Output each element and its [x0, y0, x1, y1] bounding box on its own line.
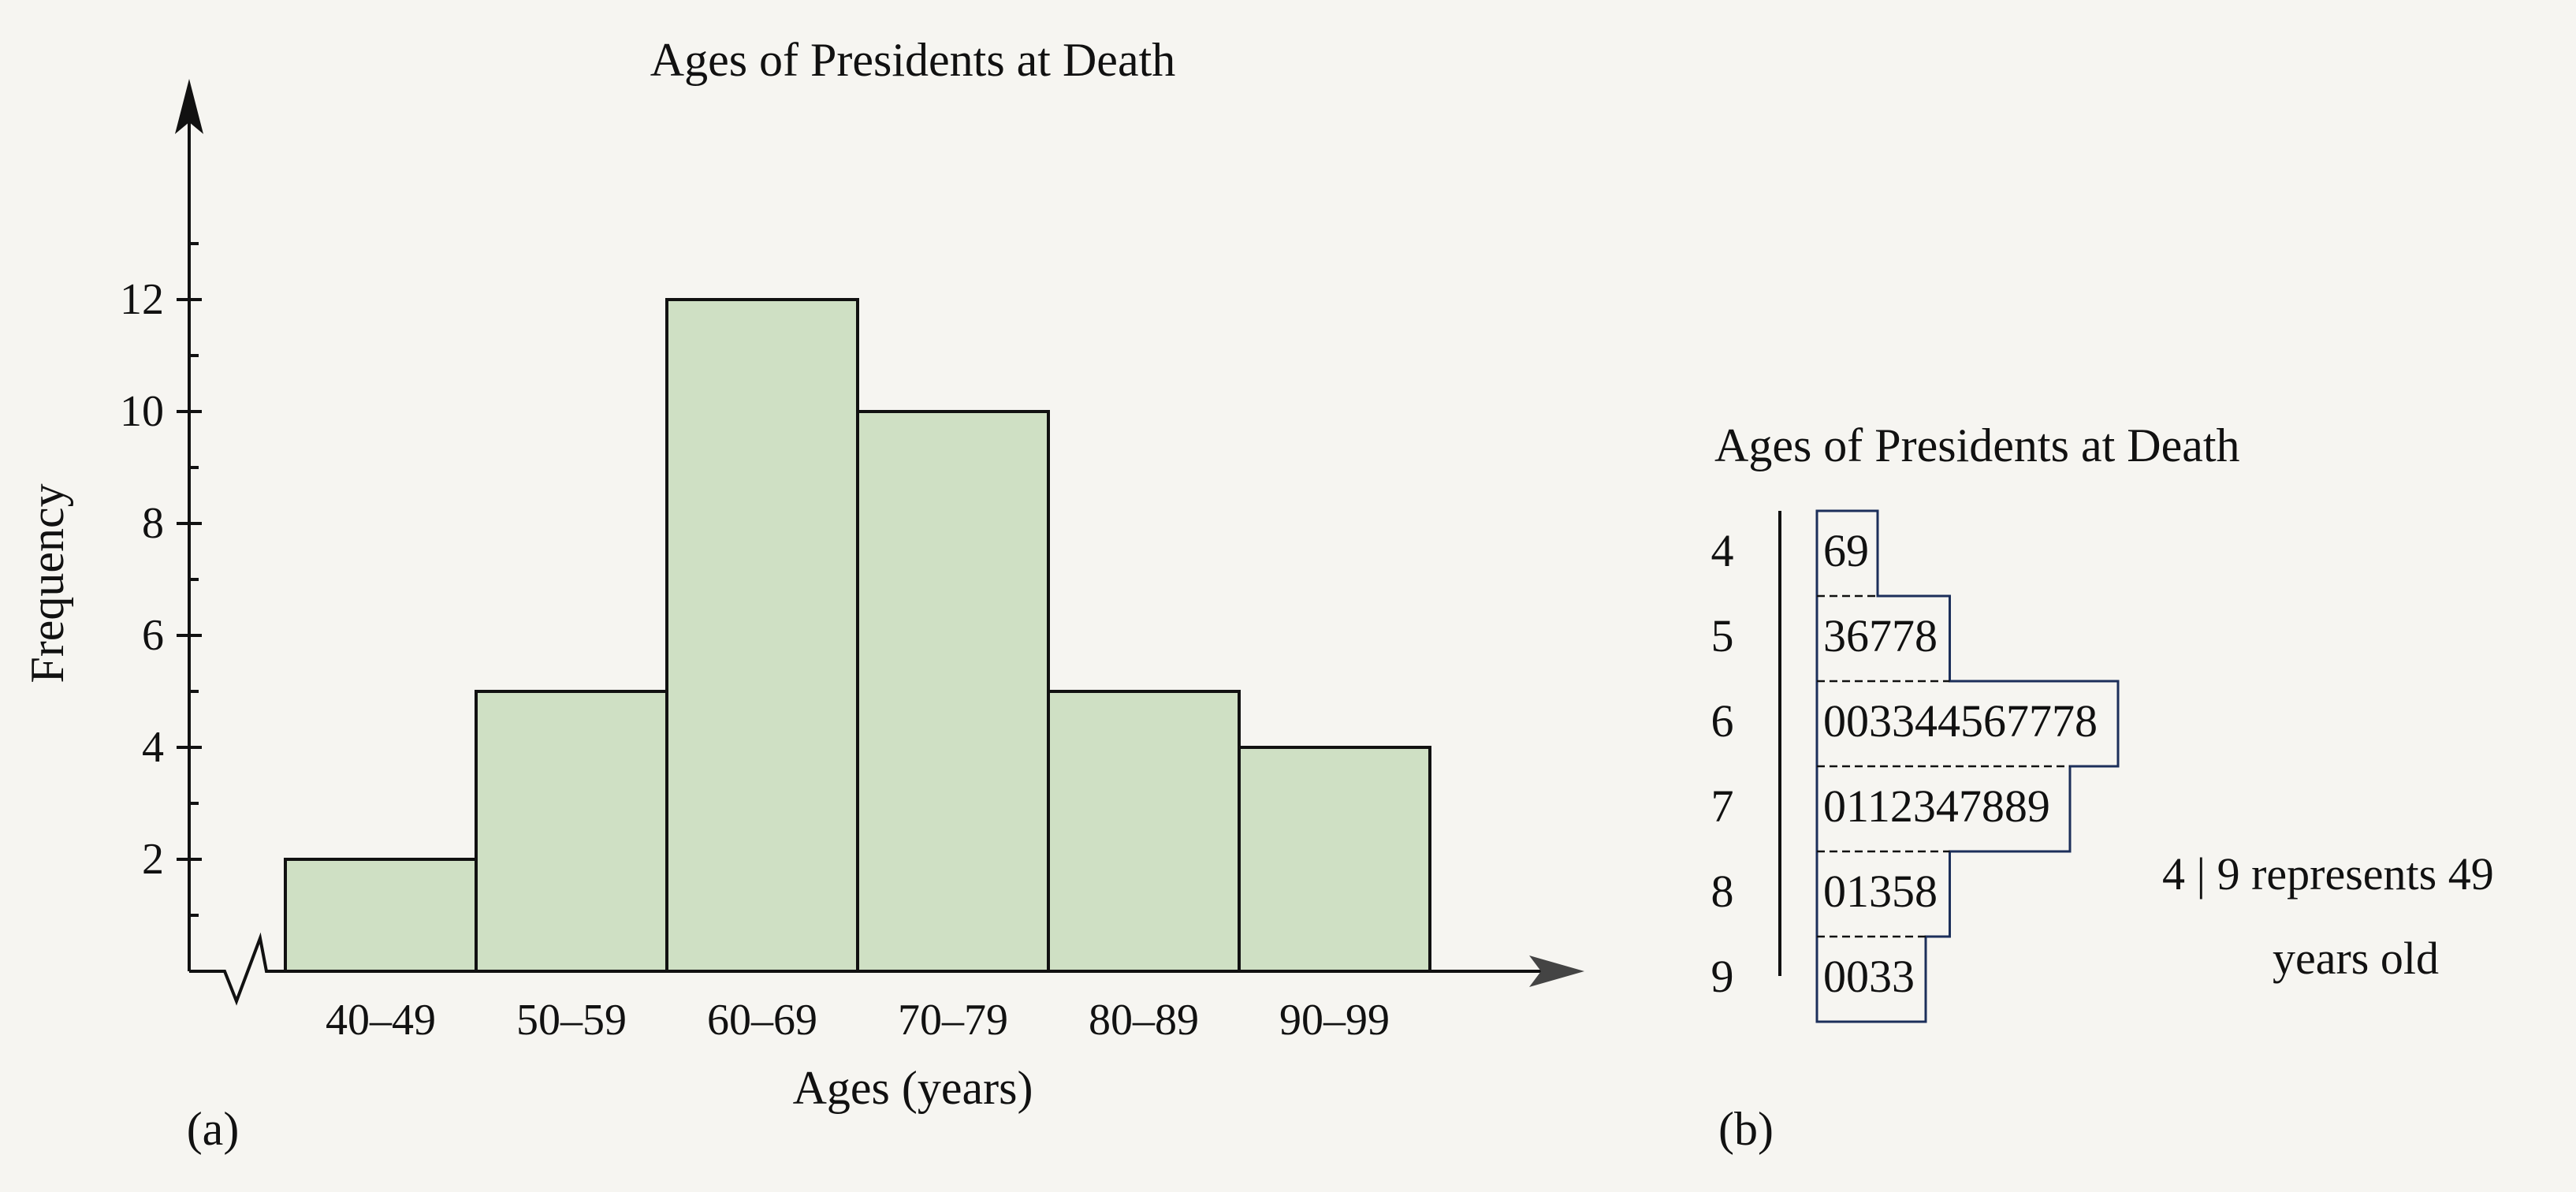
- bar-70–79: [856, 410, 1050, 973]
- leaves-8: 01358: [1823, 866, 1938, 917]
- x-tick-label: 80–89: [1089, 996, 1199, 1045]
- stem-7: 7: [1711, 780, 1734, 832]
- x-axis-title: Ages (years): [793, 1062, 1033, 1114]
- y-tick-label: 4: [142, 723, 164, 772]
- key-text: 4 | 9 represents 49: [2162, 848, 2494, 900]
- leaves-9: 0033: [1823, 951, 1915, 1002]
- x-tick-label: 60–69: [707, 996, 817, 1045]
- y-tick-label: 6: [142, 611, 164, 660]
- x-tick-label: 40–49: [326, 996, 436, 1045]
- panel-label-b: (b): [1718, 1103, 1774, 1155]
- leaves-7: 0112347889: [1823, 780, 2050, 832]
- x-tick-label: 90–99: [1279, 996, 1390, 1045]
- y-axis-title: Frequency: [21, 483, 73, 683]
- bar-80–89: [1047, 690, 1241, 973]
- y-tick-label: 12: [120, 275, 164, 324]
- stem-4: 4: [1711, 525, 1734, 576]
- stem-rows: 4 69 5 36778 6 003344567778 7 0112347889 8 01358 9…: [1711, 525, 2098, 1002]
- histogram-panel: Ages of Presidents at Death 2 4 6 8 10 12 40–…: [21, 34, 1584, 1155]
- leaves-6: 003344567778: [1823, 695, 2098, 747]
- stem-5: 5: [1711, 610, 1734, 661]
- y-axis-arrowhead: [175, 79, 203, 134]
- leaves-4: 69: [1823, 525, 1869, 576]
- bar-40–49: [284, 858, 478, 973]
- y-tick-label: 8: [142, 499, 164, 548]
- x-tick-labels: 40–49 50–59 60–69 70–79 80–89 90–99: [326, 996, 1390, 1045]
- bar-90–99: [1238, 746, 1431, 973]
- leaves-5: 36778: [1823, 610, 1938, 661]
- bar-50–59: [475, 690, 668, 973]
- y-ticks: 2 4 6 8 10 12: [120, 242, 202, 917]
- panel-label-a: (a): [187, 1103, 240, 1155]
- x-tick-label: 50–59: [516, 996, 627, 1045]
- histogram-title: Ages of Presidents at Death: [650, 34, 1176, 86]
- stem-8: 8: [1711, 866, 1734, 917]
- bar-60–69: [665, 298, 859, 973]
- x-tick-label: 70–79: [898, 996, 1008, 1045]
- y-tick-label: 10: [120, 387, 164, 436]
- stem-leaf-title: Ages of Presidents at Death: [1714, 419, 2240, 471]
- key-text-2: years old: [2273, 933, 2439, 984]
- stem-9: 9: [1711, 951, 1734, 1002]
- stem-6: 6: [1711, 695, 1734, 747]
- y-tick-label: 2: [142, 835, 164, 884]
- bars: [284, 298, 1431, 973]
- stem-leaf-panel: Ages of Presidents at Death 4 69 5 36778 6 00…: [1711, 419, 2494, 1155]
- x-axis-arrowhead: [1529, 955, 1584, 987]
- leaf-row-dividers: [1817, 594, 2070, 938]
